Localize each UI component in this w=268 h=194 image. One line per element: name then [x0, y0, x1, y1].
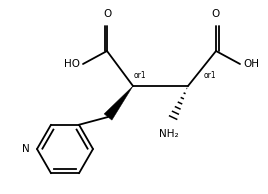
Text: NH₂: NH₂ [159, 129, 179, 139]
Text: or1: or1 [133, 70, 146, 80]
Text: HO: HO [64, 59, 80, 69]
Polygon shape [104, 86, 133, 120]
Text: or1: or1 [204, 70, 217, 80]
Text: N: N [22, 144, 30, 154]
Text: OH: OH [243, 59, 259, 69]
Text: O: O [212, 9, 220, 19]
Text: O: O [103, 9, 111, 19]
